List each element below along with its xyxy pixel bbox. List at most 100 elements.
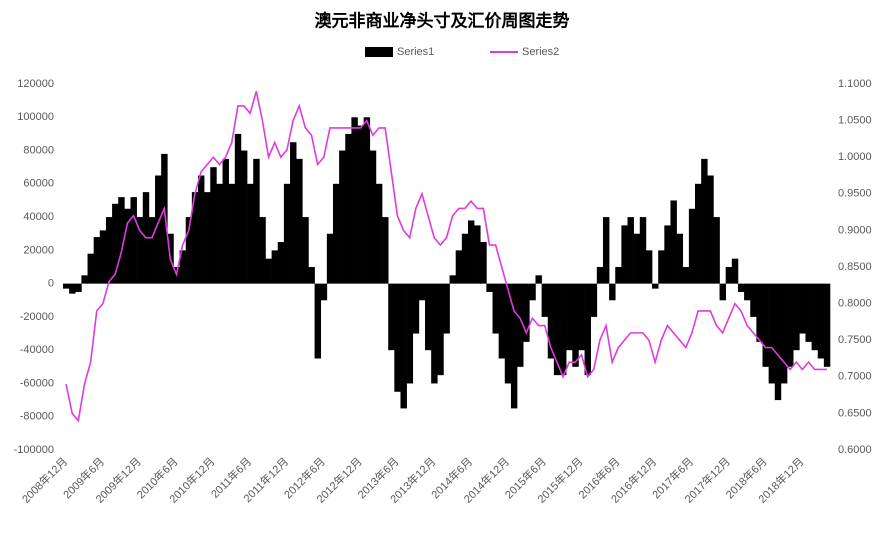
bar [345, 133, 352, 284]
bar [222, 158, 229, 284]
bar [823, 283, 831, 367]
bar [425, 283, 432, 351]
bar [805, 283, 812, 342]
bar [676, 233, 684, 284]
bar [191, 192, 199, 284]
bar [578, 283, 585, 351]
bar [351, 117, 358, 284]
y-tick-label: -60000 [20, 377, 54, 389]
bar [455, 250, 463, 284]
bar [504, 283, 512, 384]
legend-swatch [365, 47, 393, 57]
bar [713, 217, 720, 284]
y2-tick-label: 0.8000 [838, 298, 872, 310]
bar [682, 267, 690, 284]
bar [431, 283, 438, 384]
bar [449, 275, 457, 284]
bar [339, 150, 346, 284]
bar [437, 283, 444, 376]
bar [584, 283, 591, 376]
bar [780, 283, 788, 384]
bar [75, 283, 82, 292]
bar [240, 150, 248, 284]
bar [645, 250, 653, 284]
bar [81, 275, 88, 284]
bar [670, 200, 677, 284]
bar [701, 158, 708, 284]
bar [247, 183, 254, 284]
bar [725, 267, 733, 284]
bar [118, 197, 125, 284]
bar [332, 183, 340, 284]
bar [148, 217, 156, 284]
bar [664, 225, 671, 284]
y2-tick-label: 0.7500 [838, 334, 872, 346]
bar [744, 283, 751, 301]
bar [112, 203, 119, 284]
bar [750, 283, 757, 317]
bar [811, 283, 819, 351]
bar [228, 183, 236, 284]
y-tick-label: 120000 [17, 78, 54, 90]
bar [204, 192, 211, 284]
y-tick-label: 80000 [23, 144, 54, 156]
bar [308, 267, 315, 284]
bar [492, 283, 499, 334]
bar [731, 258, 739, 284]
y2-tick-label: 0.9500 [838, 188, 872, 200]
y-tick-label: 100000 [17, 111, 54, 123]
bar [817, 283, 825, 359]
bar [369, 150, 377, 284]
bar [363, 117, 371, 284]
bar [296, 158, 303, 284]
y-tick-label: 40000 [23, 211, 54, 223]
bar [87, 253, 94, 284]
bar [259, 217, 266, 284]
bar [639, 217, 647, 284]
y2-tick-label: 0.7000 [838, 371, 872, 383]
bar [461, 233, 469, 284]
bar [394, 283, 401, 392]
y-tick-label: 60000 [23, 178, 54, 190]
bar [762, 283, 769, 367]
bar [388, 283, 395, 351]
bar [130, 197, 137, 284]
bar [615, 267, 622, 284]
y-tick-label: -80000 [20, 411, 54, 423]
bar [707, 175, 714, 284]
bar [719, 283, 726, 301]
y-tick-label: -20000 [20, 311, 54, 323]
bar [179, 250, 187, 284]
bar [136, 217, 144, 284]
bar [602, 217, 610, 284]
y2-tick-label: 0.6000 [838, 444, 872, 456]
y-tick-label: 0 [48, 278, 54, 290]
bar [486, 283, 493, 292]
bar [382, 217, 389, 284]
bar [560, 283, 567, 376]
bar [609, 283, 616, 301]
bar [412, 283, 420, 334]
bar [768, 283, 776, 384]
bar [695, 183, 702, 284]
bar [621, 225, 628, 284]
bar [474, 225, 481, 284]
bar [553, 283, 561, 376]
y2-tick-label: 1.1000 [838, 78, 872, 90]
bar [541, 283, 549, 317]
bar [517, 283, 524, 367]
bar [799, 283, 806, 334]
bar [253, 158, 260, 284]
bar [590, 283, 598, 317]
bar [566, 283, 573, 351]
bar [265, 258, 272, 284]
bar [283, 183, 291, 284]
bar [510, 283, 518, 409]
bar [480, 242, 487, 284]
bar [375, 183, 383, 284]
x-tick-label: 2008年12月 [19, 454, 70, 505]
bar [627, 217, 634, 284]
bar [443, 283, 450, 334]
bar [63, 283, 70, 289]
